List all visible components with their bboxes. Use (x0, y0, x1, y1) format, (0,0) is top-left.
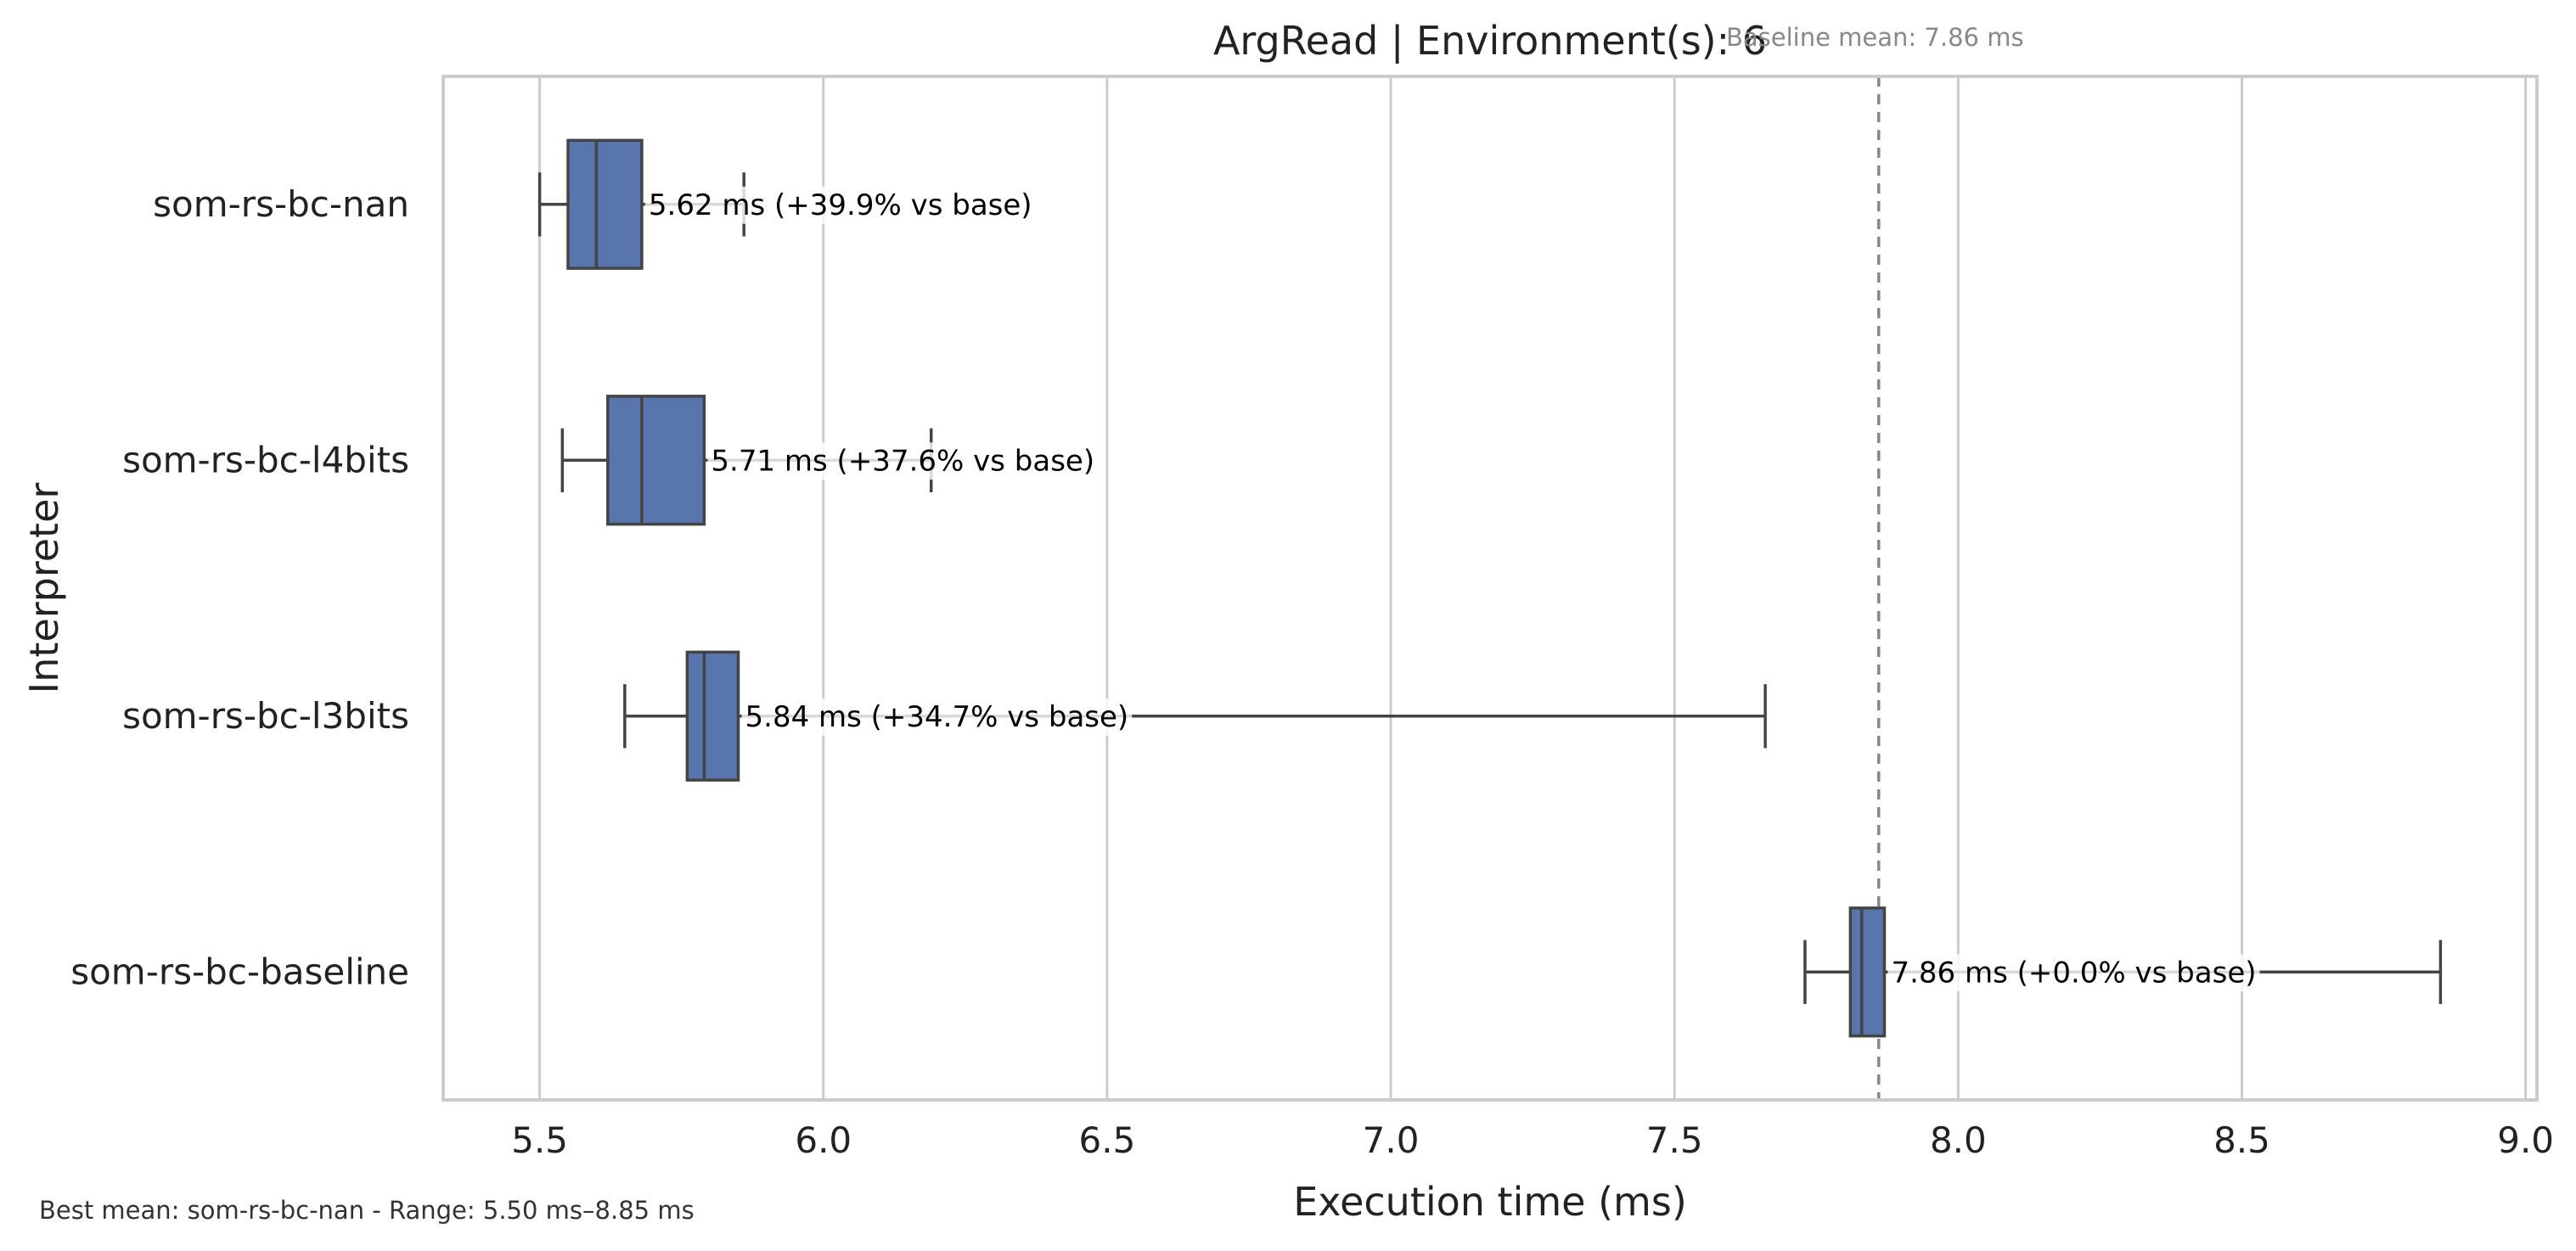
box-iqr (606, 395, 706, 526)
mean-label-background (707, 442, 1099, 480)
x-tick-label: 6.5 (1079, 1119, 1136, 1161)
box-iqr (566, 138, 644, 270)
mean-label-background (1887, 954, 2260, 992)
x-axis-title: Execution time (ms) (1293, 1179, 1687, 1225)
y-axis-title: Interpreter (21, 483, 67, 694)
x-tick-label: 7.5 (1646, 1119, 1703, 1161)
x-tick-label: 5.5 (511, 1119, 568, 1161)
mean-label: 7.86 ms (+0.0% vs base) (1891, 956, 2256, 990)
plot-frame (442, 75, 2539, 1102)
y-category-label: som-rs-bc-l4bits (122, 439, 409, 480)
y-category-label: som-rs-bc-l3bits (122, 695, 409, 737)
x-tick-label: 6.0 (795, 1119, 852, 1161)
mean-label-background (741, 698, 1133, 736)
box-iqr (685, 650, 740, 782)
mean-labels: 5.62 ms (+39.9% vs base) 5.71 ms (+37.6% … (644, 186, 2260, 992)
x-tick-label: 8.0 (1930, 1119, 1987, 1161)
y-category-label: som-rs-bc-baseline (70, 951, 409, 992)
y-category-label: som-rs-bc-nan (153, 183, 409, 225)
x-tick-label: 7.0 (1363, 1119, 1420, 1161)
box-iqr (1848, 906, 1887, 1038)
mean-label-background (644, 186, 1036, 224)
x-axis-ticks: 5.5 6.0 6.5 7.0 7.5 8.0 8.5 9.0 (511, 1119, 2554, 1161)
baseline-label: Baseline mean: 7.86 ms (1726, 23, 2024, 52)
mean-label: 5.84 ms (+34.7% vs base) (745, 700, 1129, 734)
x-tick-label: 9.0 (2497, 1119, 2554, 1161)
x-tick-label: 8.5 (2213, 1119, 2270, 1161)
y-axis-categories: som-rs-bc-nan som-rs-bc-l4bits som-rs-bc-l… (70, 183, 409, 993)
footer-note: Best mean: som-rs-bc-nan - Range: 5.50 m… (39, 1196, 695, 1225)
mean-label: 5.71 ms (+37.6% vs base) (711, 444, 1094, 478)
mean-label: 5.62 ms (+39.9% vs base) (649, 188, 1032, 222)
gridlines (538, 76, 2528, 1100)
chart-title: ArgRead | Environment(s): 6 (1213, 18, 1767, 65)
